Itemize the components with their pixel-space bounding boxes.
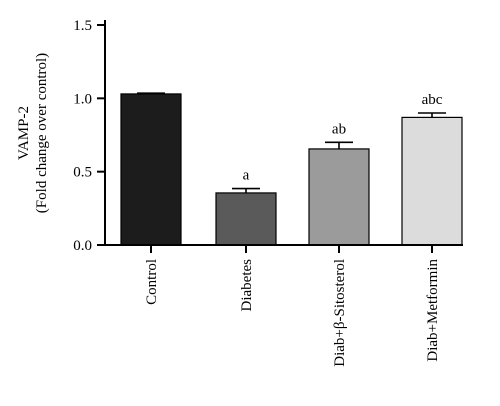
error-bar-2 [232,187,260,193]
bar-2 [215,192,277,246]
category-labels-group: Control Diabetes Diab+β-Sitosterol Diab+Met… [144,259,441,367]
y-axis: 0.0 0.5 1.0 1.5 [73,18,106,254]
error-bar-1 [137,92,165,94]
bar-4 [401,116,463,246]
bar-3 [308,148,370,246]
y-axis-title: VAMP-2 (Fold change over control) [16,53,50,213]
error-bar-3 [325,141,353,149]
annotation-2: a [243,168,250,184]
y-axis-title-line-2: (Fold change over control) [34,53,50,213]
y-tick-label: 0.5 [73,165,92,181]
category-label-1: Control [144,259,160,305]
bars-group [120,93,463,246]
error-bars-group [137,92,446,193]
x-axis [105,244,463,253]
error-bar-4 [418,112,446,118]
y-axis-title-line-1: VAMP-2 [16,106,32,160]
y-tick-label: 1.5 [73,18,92,34]
annotation-3: ab [332,121,346,137]
annotations-group: a ab abc [243,92,443,184]
category-label-2: Diabetes [239,259,255,312]
category-label-3: Diab+β-Sitosterol [332,259,348,367]
y-tick-label: 1.0 [73,91,92,107]
category-label-4: Diab+Metformin [425,259,441,362]
bar-1 [120,93,182,246]
annotation-4: abc [422,92,443,108]
y-tick-label: 0.0 [73,238,92,254]
